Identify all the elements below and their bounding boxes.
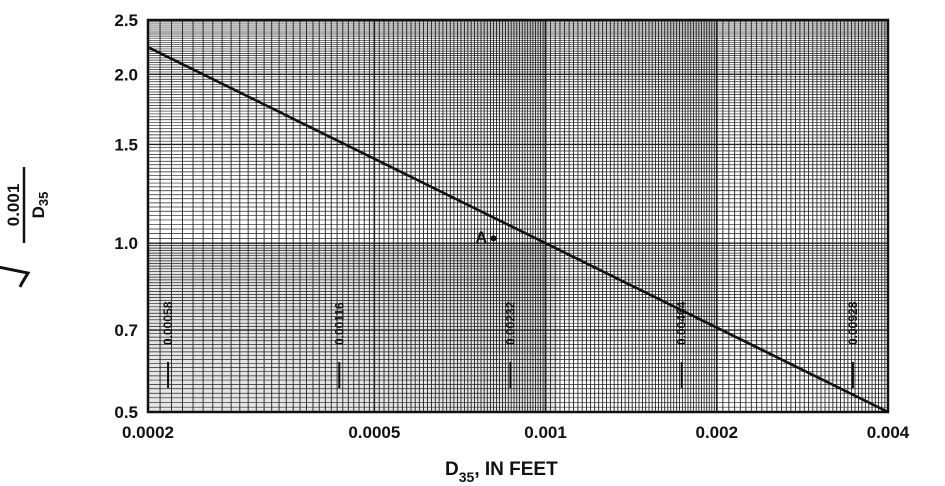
x-tick-label: 0.0005 [348, 423, 400, 442]
vertical-note: 0.00928 [846, 301, 860, 345]
data-series [147, 46, 889, 414]
x-tick-labels: 0.0002 0.0005 0.001 0.002 0.004 [122, 423, 910, 442]
x-tick-label: 0.002 [696, 423, 739, 442]
plot-frame [146, 18, 890, 414]
point-marker-a [490, 235, 497, 242]
grid [147, 19, 888, 413]
vertical-note: 0.00116 [332, 302, 346, 345]
x-tick-label: 0.004 [867, 423, 910, 442]
y-tick-label: 1.0 [114, 234, 138, 253]
plot-border [146, 18, 890, 414]
vertical-note: 0.00058 [161, 301, 175, 345]
vertical-note: 0.00232 [503, 301, 517, 345]
annotations: A [476, 229, 497, 246]
y-tick-label: 0.7 [114, 321, 138, 340]
y-tick-labels: 0.5 0.7 1.0 1.5 2.0 2.5 [114, 11, 138, 422]
x-tick-label: 0.001 [524, 423, 567, 442]
series-line [147, 46, 889, 414]
y-tick-label: 0.5 [114, 403, 138, 422]
y-tick-label: 2.0 [114, 65, 138, 84]
y-tick-label: 2.5 [114, 11, 138, 30]
y-axis-title: 0.001 D35 [0, 123, 51, 288]
radical-sign [0, 123, 31, 288]
y-axis-numerator: 0.001 [4, 184, 23, 227]
y-axis-denominator: D35 [29, 192, 51, 219]
vertical-notes: 0.00058 0.00116 0.00232 0.00464 0.00928 [161, 301, 860, 388]
point-label-a: A [476, 229, 488, 246]
x-tick-label: 0.0002 [122, 423, 174, 442]
y-tick-label: 1.5 [114, 135, 138, 154]
vertical-note: 0.00464 [675, 301, 689, 345]
x-axis-title: D35, IN FEET [445, 459, 558, 485]
